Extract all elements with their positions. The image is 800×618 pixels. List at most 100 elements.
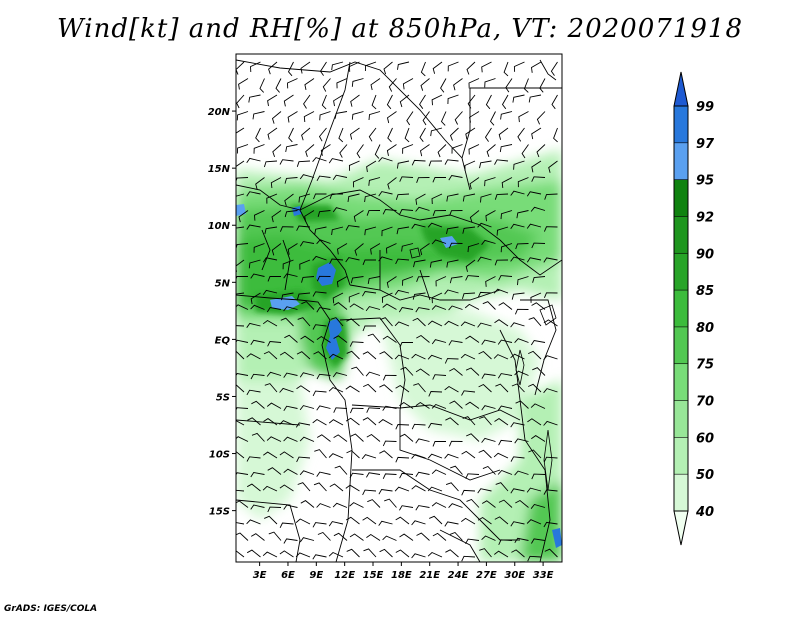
wind-barb — [550, 61, 558, 76]
wind-barb — [510, 256, 525, 262]
wind-barb — [512, 94, 525, 103]
wind-barb — [444, 159, 459, 165]
wind-barb — [379, 351, 393, 360]
wind-barb — [262, 257, 278, 263]
wind-barb — [485, 276, 496, 287]
wind-barb — [531, 160, 542, 173]
wind-barb — [236, 226, 245, 229]
x-tick-label: 9E — [309, 570, 323, 581]
y-tick-label: 15S — [209, 507, 230, 518]
wind-barb — [246, 157, 261, 164]
wind-barb — [411, 159, 426, 166]
wind-barb — [378, 256, 393, 262]
wind-barb — [252, 111, 265, 120]
colorbar-label: 70 — [696, 395, 714, 410]
wind-barb — [530, 206, 546, 212]
wind-barb — [453, 78, 463, 91]
wind-barb — [469, 177, 480, 190]
wind-barb — [301, 276, 315, 283]
wind-barb — [362, 259, 377, 266]
wind-barb — [469, 210, 480, 223]
wind-barb — [451, 144, 463, 154]
wind-barb — [262, 485, 278, 492]
wind-barb — [378, 157, 393, 162]
colorbar-label: 99 — [696, 100, 714, 115]
wind-barb — [510, 488, 525, 494]
wind-barb — [314, 449, 327, 459]
wind-barb — [267, 94, 278, 107]
wind-barb — [479, 416, 492, 426]
wind-barb — [419, 127, 426, 142]
wind-barb — [267, 275, 282, 282]
wind-barb — [500, 243, 513, 253]
wind-barb — [316, 275, 331, 282]
wind-barb — [345, 417, 360, 426]
wind-barb — [350, 433, 364, 442]
wind-barb — [331, 226, 344, 236]
wind-barb — [494, 259, 509, 266]
wind-barb — [337, 243, 348, 255]
wind-barb — [462, 226, 476, 234]
wind-barb — [515, 243, 529, 250]
wind-barb — [481, 339, 496, 345]
wind-barb — [489, 111, 496, 126]
wind-barb — [510, 521, 525, 527]
wind-barb — [382, 374, 397, 381]
colorbar-segment — [674, 290, 688, 327]
wind-barb — [381, 226, 393, 237]
wind-barb — [465, 367, 480, 376]
wind-barb — [399, 433, 414, 442]
y-tick-label: EQ — [215, 335, 231, 346]
wind-barb — [481, 500, 496, 508]
wind-barb — [304, 78, 315, 90]
wind-barb — [299, 174, 315, 180]
wind-barb — [444, 453, 459, 459]
wind-barb — [268, 61, 278, 75]
wind-barb — [328, 551, 344, 558]
wind-barb — [394, 289, 410, 296]
wind-barb — [345, 225, 360, 231]
wind-barb — [515, 499, 529, 508]
wind-barb — [246, 483, 261, 492]
wind-barb — [236, 160, 245, 173]
wind-barb — [526, 487, 542, 493]
wind-barb — [374, 144, 381, 159]
wind-barb — [530, 403, 546, 409]
wind-barb — [271, 243, 282, 256]
wind-barb — [283, 468, 298, 475]
wind-barb — [448, 340, 463, 346]
wind-barb — [420, 61, 426, 77]
wind-barb — [527, 555, 542, 562]
wind-barb — [296, 160, 311, 167]
wind-barb — [444, 521, 459, 527]
wind-barb — [510, 456, 525, 462]
wind-barb — [266, 307, 282, 313]
wind-barb — [283, 94, 294, 107]
wind-barb — [318, 127, 327, 142]
wind-barb — [279, 387, 294, 393]
wind-barb — [416, 177, 430, 183]
wind-barb — [477, 256, 492, 262]
wind-barb — [548, 160, 558, 173]
wind-barb — [316, 335, 331, 343]
wind-barb — [312, 390, 327, 397]
wind-barb — [379, 384, 393, 393]
wind-barb — [297, 292, 311, 300]
chart-title: Wind[kt] and RH[%] at 850hPa, VT: 202007… — [57, 14, 743, 44]
wind-barb — [316, 239, 331, 245]
wind-barb — [498, 275, 513, 281]
wind-barb — [531, 176, 546, 182]
wind-barb — [481, 437, 496, 443]
wind-barb — [370, 243, 381, 255]
wind-barb — [518, 111, 529, 123]
wind-barb — [511, 292, 525, 300]
colorbar-label: 60 — [696, 431, 714, 446]
rh-field — [236, 54, 562, 562]
wind-barb — [267, 127, 278, 140]
wind-barb — [371, 94, 377, 110]
wind-barb — [236, 373, 249, 377]
wind-barb — [314, 226, 327, 235]
wind-barb — [271, 210, 282, 223]
wind-barb — [422, 111, 430, 126]
wind-barb — [282, 259, 294, 270]
